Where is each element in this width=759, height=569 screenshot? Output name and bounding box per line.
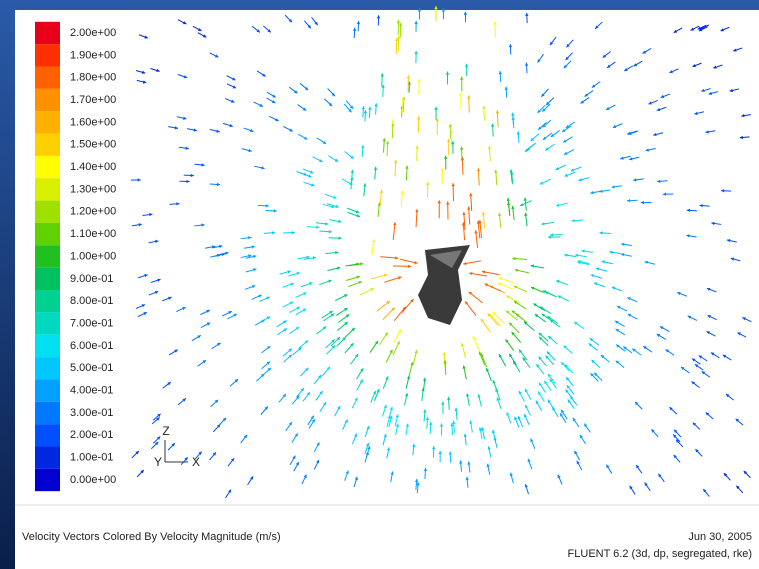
legend-swatch — [35, 245, 60, 267]
page: 2.00e+00 1.90e+00 1.80e+00 1.70e+00 1.60e+00… — [0, 0, 759, 569]
legend-label: 5.00e-01 — [70, 362, 113, 374]
legend-swatch — [35, 22, 60, 44]
legend-label: 4.00e-01 — [70, 385, 113, 397]
legend-label: 8.00e-01 — [70, 295, 113, 307]
y-label: Y — [154, 455, 162, 469]
legend-label: 9.00e-01 — [70, 273, 113, 285]
x-label: X — [192, 455, 200, 469]
legend-swatch — [35, 156, 60, 178]
legend-label: 1.30e+00 — [70, 183, 116, 195]
legend-swatch — [35, 178, 60, 200]
footer-title: Velocity Vectors Colored By Velocity Mag… — [22, 531, 281, 543]
legend-swatch — [35, 469, 60, 491]
legend-swatch — [35, 134, 60, 156]
legend-swatch — [35, 335, 60, 357]
screenshot: 2.00e+00 1.90e+00 1.80e+00 1.70e+00 1.60e+00… — [0, 0, 759, 569]
legend-label: 1.20e+00 — [70, 206, 116, 218]
legend-swatch — [35, 357, 60, 379]
legend-label: 1.00e+00 — [70, 250, 116, 262]
legend-swatch — [35, 223, 60, 245]
legend-label: 0.00e+00 — [70, 474, 116, 486]
legend-swatch — [35, 290, 60, 312]
viewport — [15, 10, 759, 569]
legend-label: 1.70e+00 — [70, 94, 116, 106]
legend-swatch — [35, 44, 60, 66]
legend-swatch — [35, 424, 60, 446]
legend-swatch — [35, 201, 60, 223]
legend-label: 1.90e+00 — [70, 49, 116, 61]
legend-swatch — [35, 89, 60, 111]
legend-label: 2.00e+00 — [70, 27, 116, 39]
legend-swatch — [35, 379, 60, 401]
legend-swatch — [35, 446, 60, 468]
legend-label: 1.00e-01 — [70, 452, 113, 464]
legend-swatch — [35, 312, 60, 334]
legend-label: 2.00e-01 — [70, 429, 113, 441]
legend-swatch — [35, 67, 60, 89]
legend-label: 6.00e-01 — [70, 340, 113, 352]
legend-label: 1.40e+00 — [70, 161, 116, 173]
legend-swatch — [35, 111, 60, 133]
legend-label: 1.10e+00 — [70, 228, 116, 240]
legend-swatch — [35, 402, 60, 424]
legend-label: 1.50e+00 — [70, 139, 116, 151]
legend-swatch — [35, 268, 60, 290]
footer-solver: FLUENT 6.2 (3d, dp, segregated, rke) — [568, 548, 752, 560]
legend-label: 1.80e+00 — [70, 72, 116, 84]
legend-label: 3.00e-01 — [70, 407, 113, 419]
z-label: Z — [162, 424, 169, 438]
legend-label: 1.60e+00 — [70, 116, 116, 128]
legend-label: 7.00e-01 — [70, 317, 113, 329]
footer-date: Jun 30, 2005 — [688, 531, 752, 543]
